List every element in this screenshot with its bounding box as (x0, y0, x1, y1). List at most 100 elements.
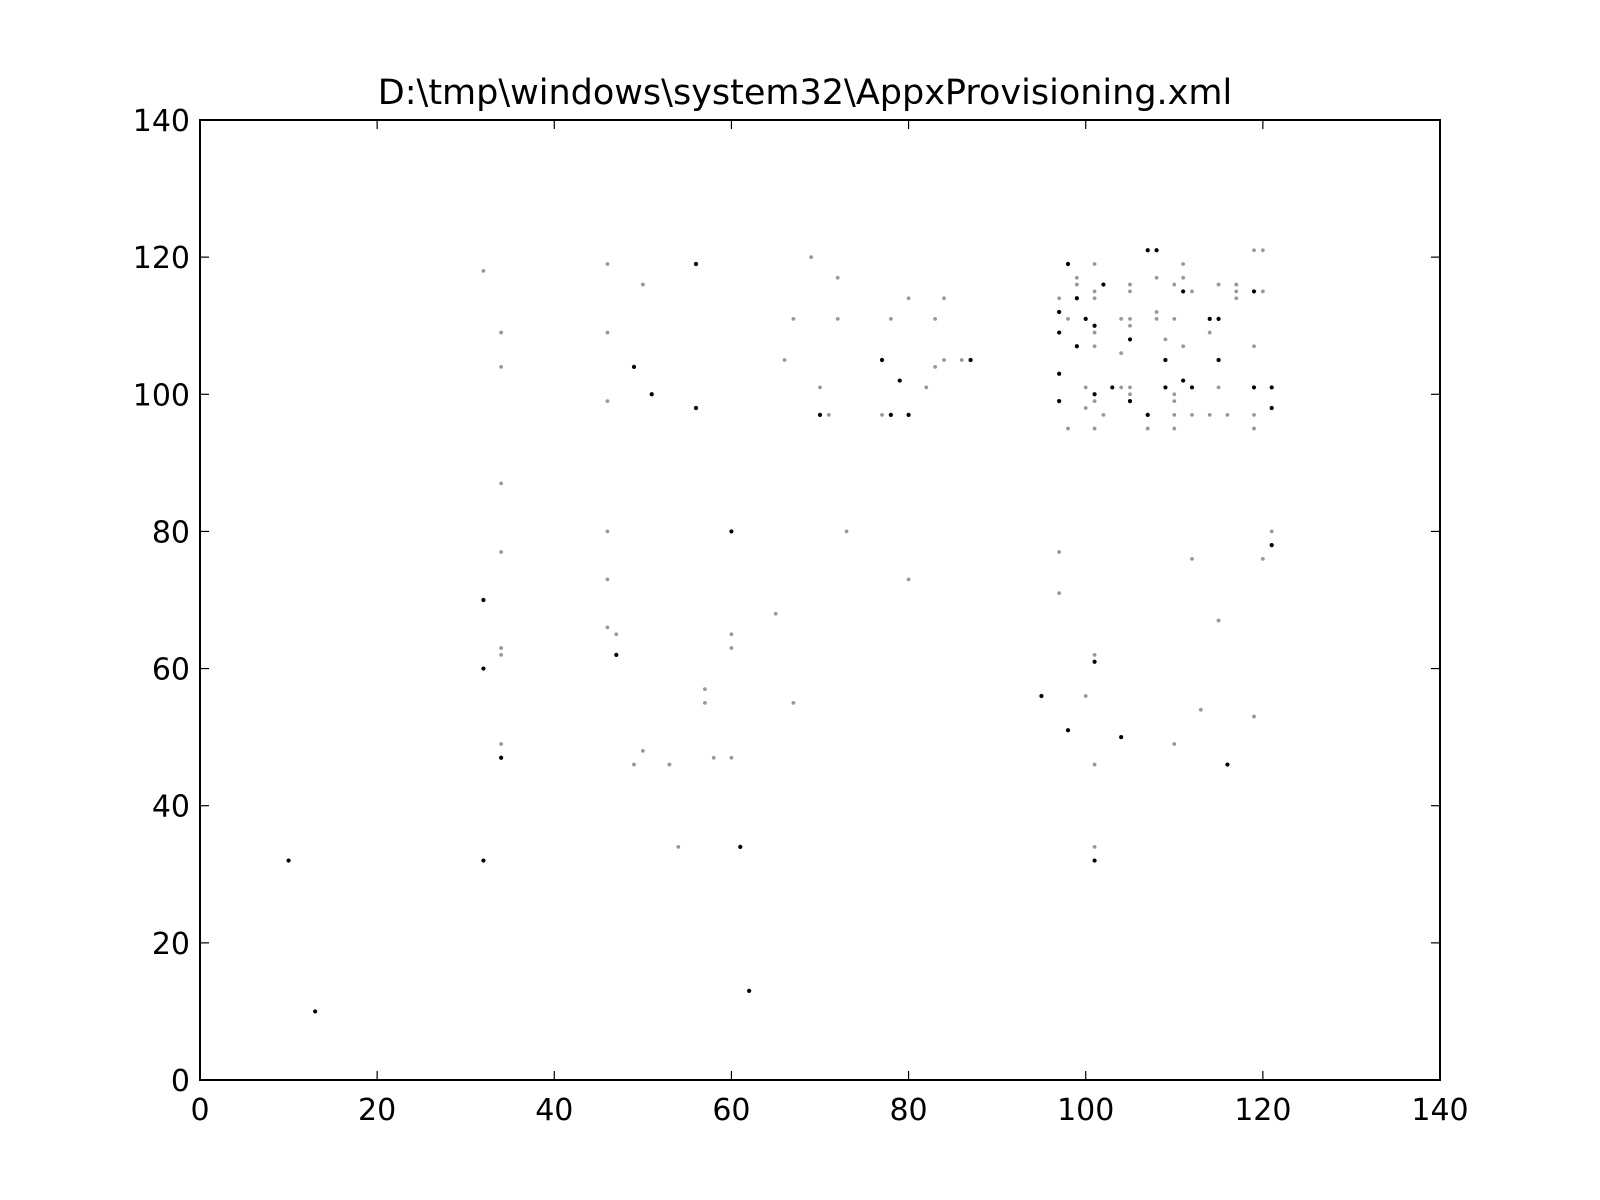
data-point (968, 357, 973, 363)
data-point (1092, 399, 1097, 404)
data-point (729, 529, 734, 534)
y-tick-label: 100 (133, 378, 190, 413)
data-point (481, 858, 486, 863)
data-point (1181, 289, 1186, 294)
data-point (693, 405, 699, 411)
data-point (942, 296, 946, 301)
data-point (1128, 316, 1132, 321)
data-point (1057, 296, 1062, 301)
data-point (888, 316, 893, 321)
data-point (835, 275, 840, 280)
data-point (1181, 344, 1186, 349)
data-point (1083, 694, 1088, 698)
data-point (1057, 550, 1062, 554)
data-point (1092, 426, 1097, 431)
data-point (1269, 405, 1274, 411)
x-tick-label: 140 (1411, 1093, 1468, 1128)
data-point (1172, 282, 1177, 287)
data-point (1092, 330, 1097, 335)
data-point (711, 755, 716, 760)
data-point (906, 412, 911, 417)
data-point (1092, 844, 1097, 849)
data-point (1074, 282, 1079, 287)
y-tick-label: 120 (133, 241, 190, 276)
data-point (1057, 591, 1062, 596)
data-point (1057, 371, 1062, 376)
data-point (499, 330, 504, 335)
plot-frame (199, 119, 1441, 1081)
data-point (499, 652, 504, 657)
data-point (1128, 289, 1132, 294)
data-point (1092, 323, 1097, 328)
data-point (605, 399, 610, 404)
data-point (1234, 282, 1239, 287)
data-point (1234, 296, 1239, 301)
data-point (906, 577, 911, 582)
data-point (1252, 412, 1256, 417)
data-point (933, 316, 938, 321)
data-point (933, 364, 938, 369)
data-point (1181, 378, 1186, 383)
data-point (1127, 337, 1133, 342)
data-point (481, 268, 486, 273)
data-point (1216, 282, 1221, 287)
data-point (1252, 426, 1256, 431)
data-point (481, 597, 486, 603)
data-point (1154, 248, 1159, 253)
data-point (791, 316, 796, 321)
data-point (817, 412, 823, 417)
data-point (1092, 296, 1097, 301)
data-point (499, 364, 504, 369)
data-point (1163, 357, 1168, 363)
data-point (1066, 316, 1070, 321)
data-point (880, 412, 884, 417)
data-point (676, 844, 681, 849)
data-point (1190, 289, 1194, 294)
y-axis-ticks: 0 20 40 60 80 100 120 140 (133, 104, 1440, 1099)
x-tick-label: 120 (1234, 1093, 1291, 1128)
data-point (1128, 392, 1132, 397)
data-point (1190, 412, 1194, 417)
data-point (1207, 330, 1212, 335)
data-point (809, 255, 814, 260)
data-point (1057, 309, 1062, 315)
data-point (1092, 659, 1097, 664)
data-point (1207, 412, 1212, 417)
data-point (1172, 392, 1177, 397)
data-point (1216, 385, 1221, 390)
data-point (1092, 392, 1097, 397)
data-point (773, 611, 778, 616)
data-point (1163, 337, 1168, 342)
data-point (1252, 344, 1256, 349)
data-point (888, 412, 893, 417)
data-point (1092, 762, 1097, 767)
x-tick-label: 80 (889, 1093, 927, 1128)
data-point (1172, 426, 1177, 431)
data-point (1065, 728, 1071, 733)
data-point (1119, 385, 1124, 390)
y-tick-label: 60 (152, 653, 190, 688)
data-point (499, 646, 504, 650)
y-tick-label: 0 (171, 1064, 190, 1099)
data-point (835, 316, 840, 321)
data-point (906, 296, 911, 301)
data-point (605, 262, 610, 266)
data-point (1190, 556, 1194, 561)
data-point (959, 358, 964, 362)
data-point (632, 762, 636, 767)
data-point (1154, 275, 1159, 280)
data-point (1172, 399, 1177, 404)
data-point (1145, 248, 1150, 253)
data-point (897, 378, 902, 383)
data-point (844, 529, 849, 534)
data-point (1074, 275, 1079, 280)
data-point (826, 412, 831, 417)
data-point (1039, 693, 1044, 699)
data-point (286, 858, 291, 863)
data-point (1057, 330, 1062, 335)
data-point (1172, 412, 1177, 417)
chart-title: D:\tmp\windows\system32\AppxProvisioning… (378, 73, 1232, 113)
data-point (782, 358, 787, 362)
data-point (649, 392, 654, 397)
